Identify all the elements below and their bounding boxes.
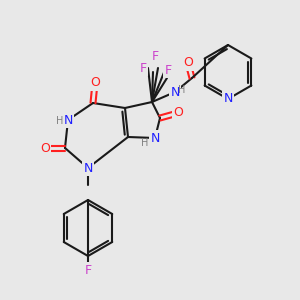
Text: N: N [150, 131, 160, 145]
Text: N: N [83, 161, 93, 175]
Text: F: F [152, 50, 159, 64]
Text: O: O [173, 106, 183, 119]
Text: O: O [183, 56, 193, 70]
Text: N: N [63, 113, 73, 127]
Text: O: O [90, 76, 100, 89]
Text: H: H [66, 115, 74, 125]
Text: F: F [84, 263, 92, 277]
Text: H: H [141, 138, 149, 148]
Text: O: O [40, 142, 50, 154]
Text: F: F [164, 64, 172, 76]
Text: N: N [63, 113, 73, 127]
Text: N: N [83, 161, 93, 175]
Text: H: H [56, 116, 64, 126]
Text: H: H [178, 85, 186, 95]
Text: F: F [140, 61, 147, 74]
Text: N: N [223, 92, 233, 106]
Text: N: N [170, 85, 180, 98]
